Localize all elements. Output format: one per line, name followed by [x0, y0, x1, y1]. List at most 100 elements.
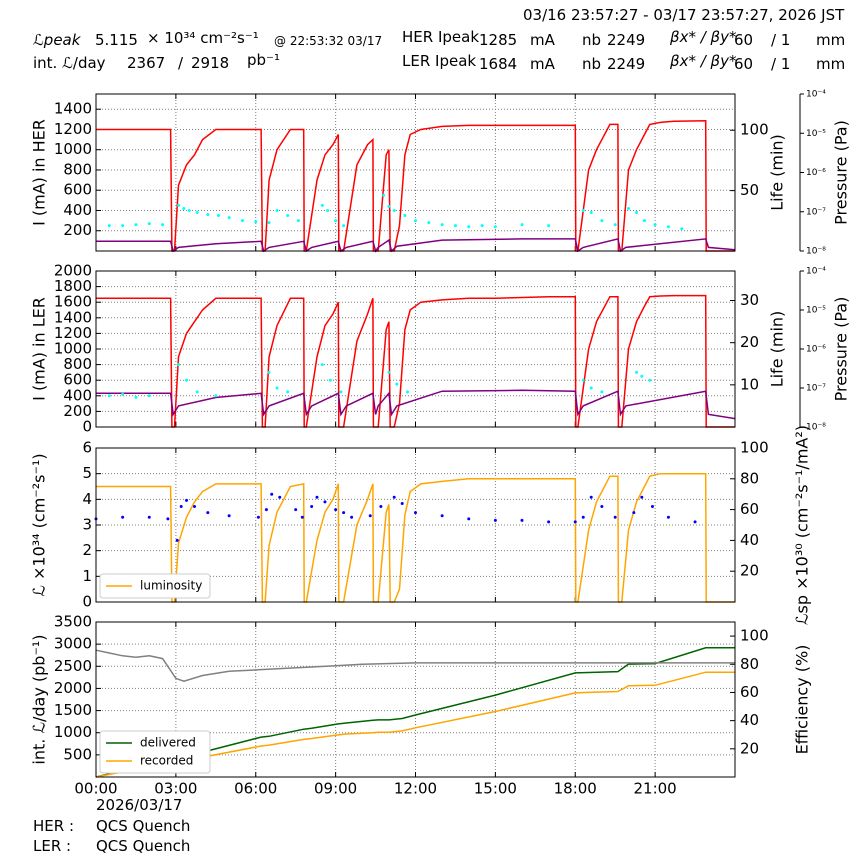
ler-pressure-point — [395, 382, 399, 386]
ler-pressure-point — [177, 363, 181, 367]
her-pressure-point — [627, 206, 630, 210]
ler-ipeak-value: 1684 — [479, 55, 518, 73]
her-pressure-point — [240, 219, 244, 223]
intl-sep: / — [178, 54, 184, 72]
ler-pressure-point — [195, 390, 199, 394]
her-pressure-point — [161, 223, 165, 227]
lpeak-label: ℒpeak — [33, 31, 81, 49]
luminosity-specific-point — [175, 538, 179, 542]
integrated-xtick-label: 18:00 — [554, 780, 597, 798]
ler-ytick-label: 0 — [82, 418, 92, 436]
her-pressure-point — [493, 225, 497, 229]
ler-ytick-label: 1000 — [54, 340, 92, 358]
ler-status-label: LER : — [33, 837, 72, 855]
her-pressure-point — [581, 208, 585, 212]
her-pressure-point — [254, 220, 258, 224]
ler-ylabel: I (mA) in LER — [30, 297, 49, 401]
her-beta-unit: mm — [816, 31, 846, 49]
integrated-delivered-line — [95, 647, 735, 778]
luminosity-specific-point — [520, 518, 524, 522]
luminosity-specific-point — [264, 508, 268, 512]
integrated-legend-label: delivered — [140, 736, 196, 750]
her-ytick-label: 400 — [63, 201, 92, 219]
integrated-frame — [95, 621, 736, 778]
ler-y2tick-label: 30 — [740, 291, 759, 309]
her-pressure-point — [600, 219, 604, 223]
lpeak-time: @ 22:53:32 03/17 — [274, 34, 383, 48]
x-axis-date: 2026/03/17 — [96, 796, 183, 814]
luminosity-ytick-label: 2 — [82, 541, 92, 559]
ler-ytick-label: 1400 — [54, 308, 92, 326]
luminosity-specific-point — [440, 514, 444, 518]
ler-pressure-point — [406, 390, 410, 394]
integrated-xtick-label: 15:00 — [474, 780, 517, 798]
integrated-ytick-label: 500 — [63, 745, 92, 763]
her-status: QCS Quench — [96, 817, 191, 835]
integrated-xtick-label: 03:00 — [154, 780, 197, 798]
intl-recorded: 2918 — [191, 54, 230, 72]
her-pressure-point — [453, 224, 457, 228]
luminosity-specific-point — [589, 495, 593, 499]
ler-pressure-point — [640, 374, 644, 378]
her-pressure-tick-label: 10⁻⁷ — [806, 207, 826, 217]
her-nb-value: 2249 — [607, 31, 646, 49]
luminosity-frame — [95, 447, 736, 603]
ler-pressure-point — [600, 390, 604, 394]
her-pressure-point — [216, 214, 220, 218]
her-pressure-tick-label: 10⁻⁸ — [806, 247, 826, 257]
luminosity-ytick-label: 4 — [82, 490, 92, 508]
integrated-y2tick-label: 60 — [740, 683, 759, 701]
ler-pressure-point — [185, 378, 189, 382]
her-ytick-label: 200 — [63, 221, 92, 239]
ler-ytick-label: 2000 — [54, 262, 92, 280]
her-pressure-point — [134, 223, 138, 227]
intl-label: int. ℒ/day — [33, 54, 106, 72]
luminosity-specific-point — [493, 518, 497, 522]
ler-betay: / 1 — [771, 55, 791, 73]
ler-pressure-point — [328, 378, 332, 382]
luminosity-specific-point — [640, 495, 644, 499]
her-pressure-point — [392, 208, 396, 212]
integrated-y2label: Efficiency (%) — [793, 645, 812, 755]
luminosity-y2label: ℒsp ×10³⁰ (cm⁻²s⁻¹/mA²) — [793, 425, 812, 625]
luminosity-specific-point — [414, 511, 417, 515]
her-pressure-point — [440, 223, 444, 227]
integrated-xtick-label: 09:00 — [314, 780, 357, 798]
luminosity-specific-point — [334, 508, 338, 512]
her-pressure-point — [642, 219, 646, 223]
luminosity-y2tick-label: 60 — [740, 500, 759, 518]
intl-delivered: 2367 — [127, 54, 166, 72]
luminosity-ytick-label: 5 — [82, 464, 92, 482]
ler-pressure-point — [134, 395, 138, 399]
ler-pressure-point — [387, 370, 391, 374]
luminosity-specific-point — [179, 505, 183, 509]
luminosity-specific-point — [650, 505, 654, 509]
luminosity-specific-point — [185, 498, 189, 502]
ler-pressure-point — [589, 386, 593, 390]
her-pressure-point — [666, 225, 670, 229]
her-ytick-label: 800 — [63, 160, 92, 178]
integrated-legend-label: recorded — [140, 754, 193, 768]
her-pressure-point — [206, 213, 210, 217]
integrated-y2tick-label: 80 — [740, 655, 759, 673]
luminosity-y2tick-label: 40 — [740, 531, 759, 549]
her-pressure-point — [267, 221, 271, 225]
luminosity-specific-point — [342, 511, 346, 515]
her-pressure-point — [613, 223, 617, 227]
ler-y2tick-label: 20 — [740, 333, 759, 351]
integrated-ytick-label: 1000 — [54, 723, 92, 741]
luminosity-ytick-label: 0 — [82, 593, 92, 611]
luminosity-ytick-label: 3 — [82, 516, 92, 534]
luminosity-specific-point — [600, 505, 604, 509]
ler-pressure-point — [320, 363, 324, 367]
her-pressure-point — [403, 214, 407, 218]
her-pressure-tick-label: 10⁻⁵ — [806, 129, 826, 139]
her-pressure-point — [227, 216, 231, 220]
her-ytick-label: 1000 — [54, 140, 92, 158]
her-ylabel: I (mA) in HER — [30, 119, 49, 226]
her-pressure-point — [382, 193, 386, 197]
ler-pressure-point — [121, 392, 125, 396]
ler-pressure-point — [275, 386, 279, 390]
her-pressure-point — [187, 208, 191, 212]
her-frame — [95, 93, 736, 252]
